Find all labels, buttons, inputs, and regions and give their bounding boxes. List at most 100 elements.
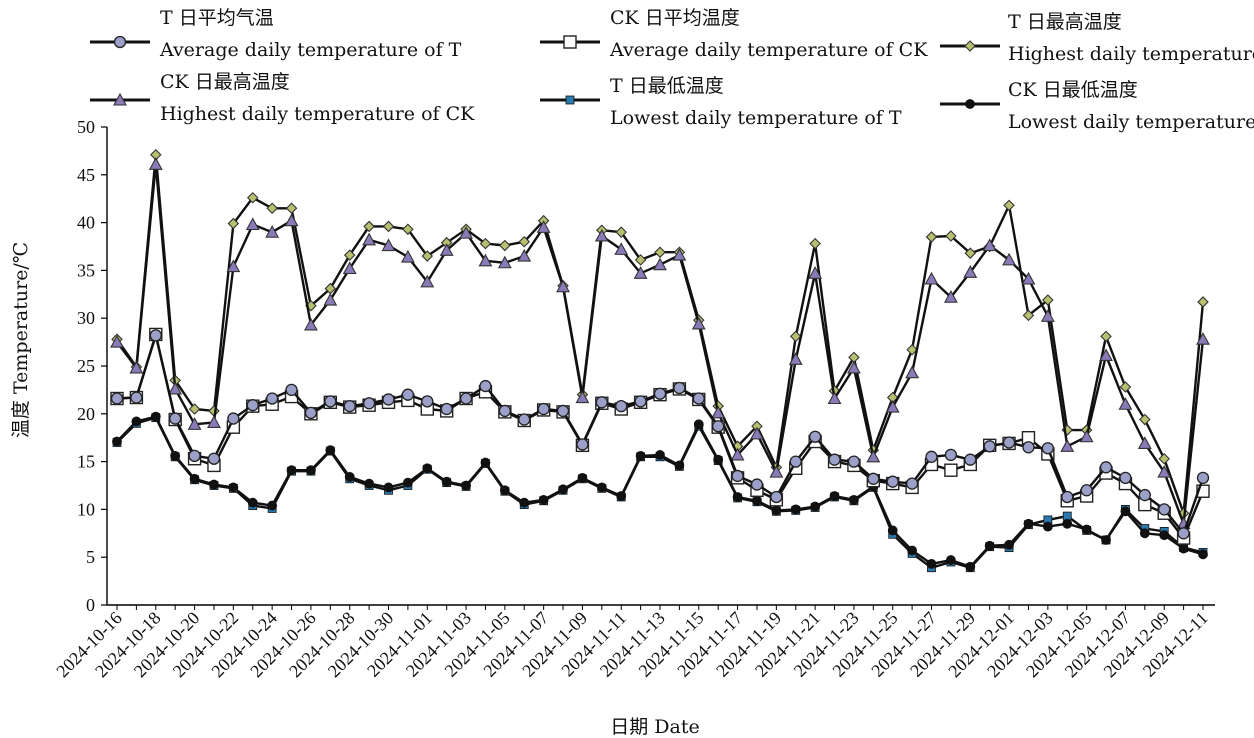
data-point xyxy=(148,157,163,170)
data-point xyxy=(556,279,570,293)
data-point xyxy=(498,404,512,418)
data-point xyxy=(1118,397,1133,410)
data-point xyxy=(1060,439,1075,452)
x-axis-title: 日期 Date xyxy=(610,716,699,738)
legend-marker xyxy=(565,95,575,105)
data-point xyxy=(188,449,201,463)
data-point xyxy=(808,266,823,279)
data-point xyxy=(655,450,665,460)
data-point xyxy=(1099,461,1113,474)
data-point xyxy=(304,317,318,331)
legend-marker xyxy=(964,40,976,52)
data-point xyxy=(808,430,822,443)
series-4 xyxy=(112,413,1208,573)
y-tick-label: 15 xyxy=(77,452,95,472)
data-point xyxy=(383,482,394,493)
data-point xyxy=(1177,527,1190,540)
data-point xyxy=(518,235,531,248)
data-point xyxy=(789,330,802,343)
data-point xyxy=(945,555,956,565)
data-point xyxy=(771,505,782,516)
data-point xyxy=(479,237,492,250)
data-point xyxy=(634,395,647,408)
y-tick-label: 20 xyxy=(77,404,95,424)
data-point xyxy=(459,392,473,405)
y-tick-label: 0 xyxy=(86,595,95,615)
data-point xyxy=(924,271,939,285)
legend-item: T 日平均气温 Average daily temperature of T xyxy=(90,7,462,61)
legend-label-en: Lowest daily temperature of T xyxy=(610,107,902,129)
data-point xyxy=(284,213,299,227)
data-point xyxy=(499,485,510,496)
data-point xyxy=(711,405,726,419)
data-point xyxy=(1022,441,1035,454)
data-point xyxy=(536,220,551,233)
data-point xyxy=(1196,332,1210,345)
y-tick-label: 30 xyxy=(77,308,95,328)
y-tick-label: 10 xyxy=(77,499,95,519)
data-point xyxy=(422,463,433,474)
data-point xyxy=(829,491,840,501)
data-point xyxy=(149,329,162,342)
data-point xyxy=(459,225,473,239)
data-point xyxy=(827,391,842,405)
data-point xyxy=(440,402,453,416)
data-point xyxy=(866,449,881,463)
data-point xyxy=(344,471,355,482)
data-point xyxy=(324,395,337,408)
data-point xyxy=(713,454,724,465)
data-point xyxy=(849,494,859,505)
data-point xyxy=(1062,518,1073,529)
data-point xyxy=(944,448,958,462)
data-point xyxy=(594,228,609,242)
data-point xyxy=(926,558,937,569)
data-point xyxy=(382,393,395,406)
data-point xyxy=(245,217,260,231)
data-point xyxy=(267,500,278,511)
data-point xyxy=(227,412,240,425)
y-tick-label: 40 xyxy=(77,213,95,233)
data-point xyxy=(265,225,280,238)
data-point xyxy=(323,292,338,306)
data-point xyxy=(673,381,686,395)
data-point xyxy=(285,202,298,215)
data-point xyxy=(905,477,919,490)
data-point xyxy=(1158,452,1170,465)
legend-label-cn: CK 日最低温度 xyxy=(1008,79,1138,101)
series-line xyxy=(116,333,1205,540)
data-point xyxy=(499,239,511,252)
series-5 xyxy=(112,411,1208,572)
data-point xyxy=(343,400,356,413)
data-point xyxy=(730,447,745,461)
data-point xyxy=(692,392,705,405)
data-point xyxy=(265,392,279,405)
legend-label-en: Average daily temperature of T xyxy=(159,39,462,61)
data-point xyxy=(207,415,221,428)
data-point xyxy=(653,257,667,271)
data-point xyxy=(770,490,783,504)
series-0 xyxy=(110,329,1210,540)
data-point xyxy=(1137,436,1152,449)
data-point xyxy=(421,395,434,408)
data-point xyxy=(439,243,454,256)
data-point xyxy=(653,387,667,400)
data-point xyxy=(1099,348,1113,362)
data-point xyxy=(595,396,608,409)
data-point xyxy=(788,352,803,365)
data-point xyxy=(1021,271,1036,285)
data-point xyxy=(246,399,259,412)
data-point xyxy=(886,475,899,488)
data-point xyxy=(110,334,124,348)
data-point xyxy=(982,238,997,252)
data-point xyxy=(672,247,687,261)
data-point xyxy=(382,220,395,233)
series-2 xyxy=(111,148,1209,520)
data-point xyxy=(577,472,588,483)
data-point xyxy=(558,484,568,495)
y-axis-title: 温度 Temperature/℃ xyxy=(10,242,32,438)
data-point xyxy=(769,464,784,478)
data-point xyxy=(479,379,492,393)
data-point xyxy=(400,249,415,263)
data-point xyxy=(130,391,143,404)
legend-label-cn: CK 日最高温度 xyxy=(160,71,290,93)
